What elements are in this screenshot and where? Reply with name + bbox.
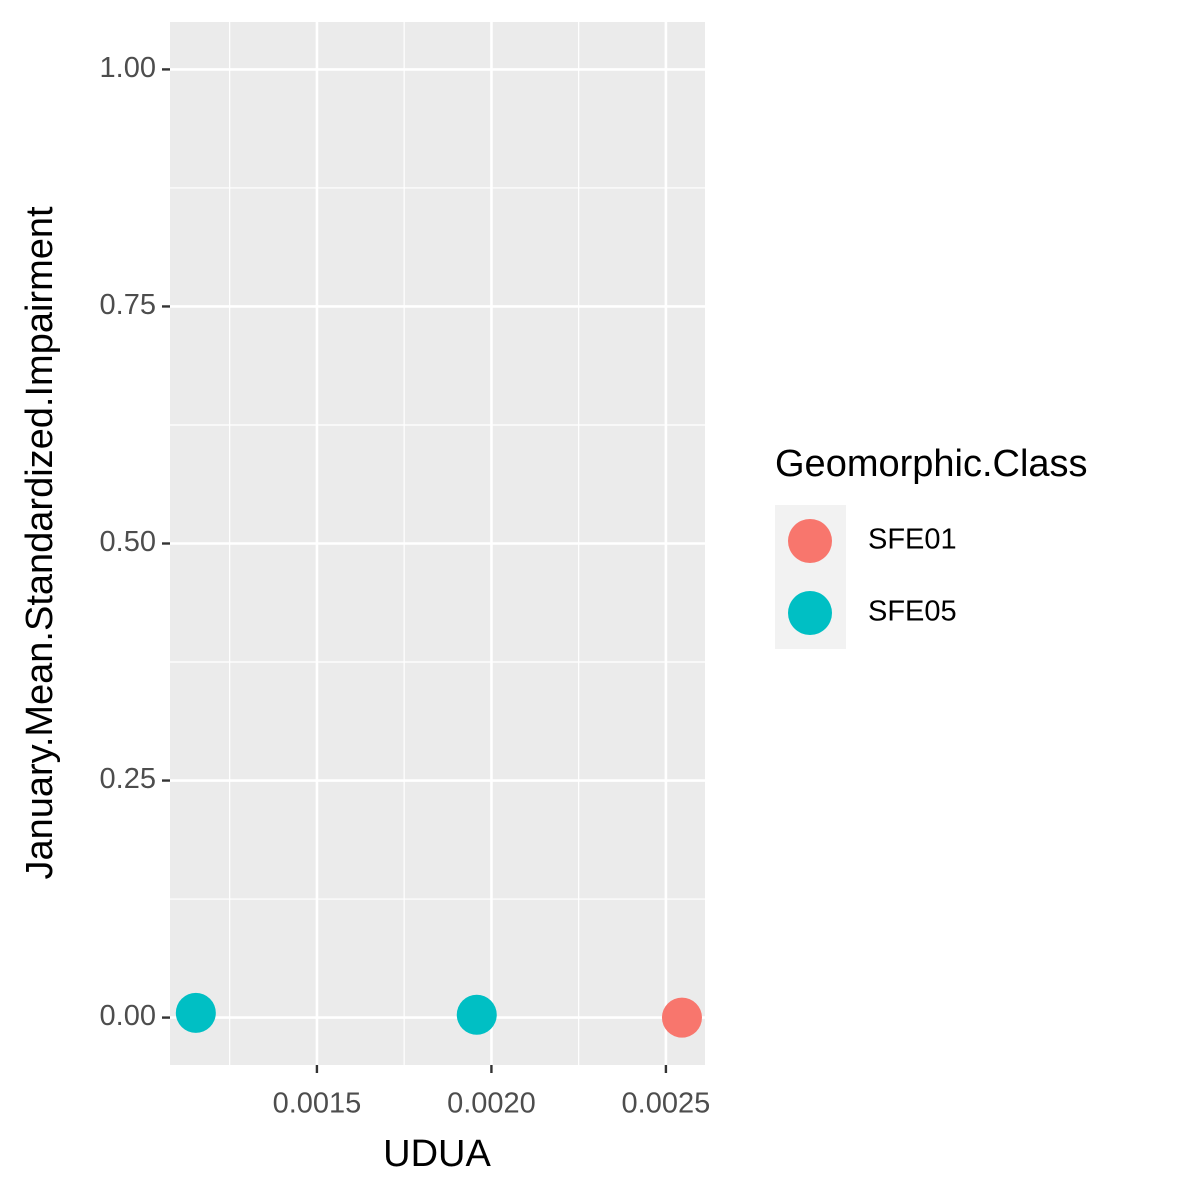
x-tick-label: 0.0025 [622,1088,711,1120]
grid [170,22,705,1065]
y-tick-label: 0.75 [100,289,156,321]
point [175,992,216,1033]
x-tick-label: 0.0015 [273,1088,362,1120]
y-tick-label: 0.25 [100,763,156,795]
y-axis-title: January.Mean.Standardized.Impairment [19,206,61,880]
y-tick-label: 0.00 [100,1000,156,1032]
legend-label: SFE01 [868,524,957,556]
legend-title: Geomorphic.Class [775,443,1088,485]
legend-key [788,591,832,635]
point [456,994,497,1035]
point [661,997,702,1038]
legend-key [788,519,832,563]
x-axis-title: UDUA [383,1133,491,1175]
y-tick-label: 1.00 [100,52,156,84]
x-tick-label: 0.0020 [447,1088,536,1120]
y-tick-label: 0.50 [100,526,156,558]
marks [175,992,702,1038]
legend: SFE01 SFE05 [788,519,957,635]
legend-label: SFE05 [868,596,957,628]
